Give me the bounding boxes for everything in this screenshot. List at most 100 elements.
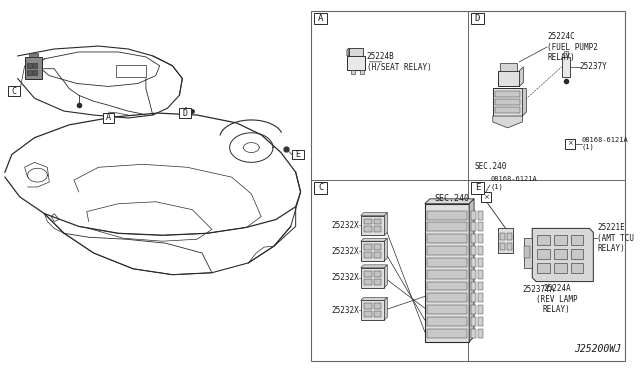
Polygon shape <box>361 265 387 268</box>
Bar <box>116 65 146 77</box>
Bar <box>537 263 550 273</box>
Bar <box>471 270 476 279</box>
Bar <box>33 70 38 75</box>
Bar <box>571 263 584 273</box>
Bar <box>361 300 385 320</box>
Text: 25224A
(REV LAMP
RELAY): 25224A (REV LAMP RELAY) <box>536 285 578 314</box>
Text: SEC.240: SEC.240 <box>474 162 506 171</box>
Bar <box>471 234 476 243</box>
Bar <box>471 305 476 314</box>
Bar <box>427 211 467 219</box>
Polygon shape <box>522 89 526 116</box>
Text: D: D <box>475 14 480 23</box>
Polygon shape <box>361 238 387 241</box>
Bar <box>500 243 504 250</box>
Bar <box>27 70 31 75</box>
Bar <box>524 238 532 268</box>
Bar <box>427 294 467 302</box>
Polygon shape <box>385 265 387 288</box>
Bar <box>500 63 517 71</box>
Text: 25224B
(H/SEAT RELAY): 25224B (H/SEAT RELAY) <box>367 52 431 71</box>
Text: SEC.240: SEC.240 <box>435 194 470 203</box>
Text: A: A <box>318 14 323 23</box>
Bar <box>471 13 484 24</box>
Bar <box>8 86 20 96</box>
Bar <box>374 218 381 224</box>
Bar <box>314 182 327 194</box>
Bar <box>471 329 476 338</box>
Bar <box>493 89 522 116</box>
Text: D: D <box>183 109 188 118</box>
Text: C: C <box>318 183 323 192</box>
Bar <box>427 270 467 279</box>
Polygon shape <box>347 48 349 56</box>
Bar <box>478 329 483 338</box>
Bar <box>292 150 303 159</box>
Bar <box>374 271 381 277</box>
Bar <box>349 48 363 56</box>
Bar <box>425 204 469 342</box>
Text: ×: × <box>483 194 489 200</box>
Bar <box>364 271 372 277</box>
Bar <box>471 317 476 326</box>
Bar <box>478 282 483 291</box>
Bar <box>427 222 467 231</box>
Bar <box>478 246 483 255</box>
Text: A: A <box>106 113 111 122</box>
Bar <box>361 268 385 288</box>
Bar <box>564 51 568 57</box>
Bar <box>554 235 566 245</box>
Text: 25237Y: 25237Y <box>580 62 607 71</box>
Text: ×: × <box>567 141 573 147</box>
Bar <box>478 317 483 326</box>
Bar <box>471 258 476 267</box>
Bar <box>562 57 570 77</box>
Bar <box>471 182 484 194</box>
Bar <box>478 234 483 243</box>
Bar <box>314 13 327 24</box>
Bar <box>500 233 504 240</box>
Bar <box>471 246 476 255</box>
Bar <box>478 294 483 302</box>
Bar <box>364 311 372 317</box>
Text: 25237YA: 25237YA <box>522 285 555 294</box>
Text: 25232X: 25232X <box>331 221 359 230</box>
Text: E: E <box>295 150 300 159</box>
Bar <box>364 244 372 250</box>
Bar <box>478 270 483 279</box>
Bar <box>24 57 42 78</box>
Text: 25232X: 25232X <box>331 273 359 282</box>
Bar <box>374 311 381 317</box>
Text: 08168-6121A
(1): 08168-6121A (1) <box>582 137 628 150</box>
Bar <box>427 329 467 338</box>
Text: 08168-6121A
(1): 08168-6121A (1) <box>491 176 538 190</box>
Bar <box>478 211 483 219</box>
Bar <box>179 108 191 118</box>
Bar <box>427 246 467 255</box>
Polygon shape <box>385 213 387 235</box>
Polygon shape <box>425 199 474 204</box>
Bar <box>427 282 467 291</box>
Bar <box>364 303 372 309</box>
Text: 25232X: 25232X <box>331 306 359 315</box>
Polygon shape <box>520 67 524 86</box>
Text: 25224C
(FUEL PUMP2
RELAY): 25224C (FUEL PUMP2 RELAY) <box>547 32 598 62</box>
Bar <box>351 70 355 74</box>
Bar <box>498 71 520 86</box>
Bar <box>537 235 550 245</box>
Bar <box>427 258 467 267</box>
Polygon shape <box>493 116 522 128</box>
Polygon shape <box>385 238 387 261</box>
Bar <box>507 243 511 250</box>
Polygon shape <box>469 199 474 342</box>
Text: C: C <box>12 87 16 96</box>
Bar <box>471 222 476 231</box>
Bar <box>374 244 381 250</box>
Bar <box>571 235 584 245</box>
Bar <box>374 303 381 309</box>
Bar <box>427 234 467 243</box>
Bar <box>374 227 381 232</box>
Bar <box>554 249 566 259</box>
Bar <box>374 279 381 285</box>
Bar <box>364 227 372 232</box>
